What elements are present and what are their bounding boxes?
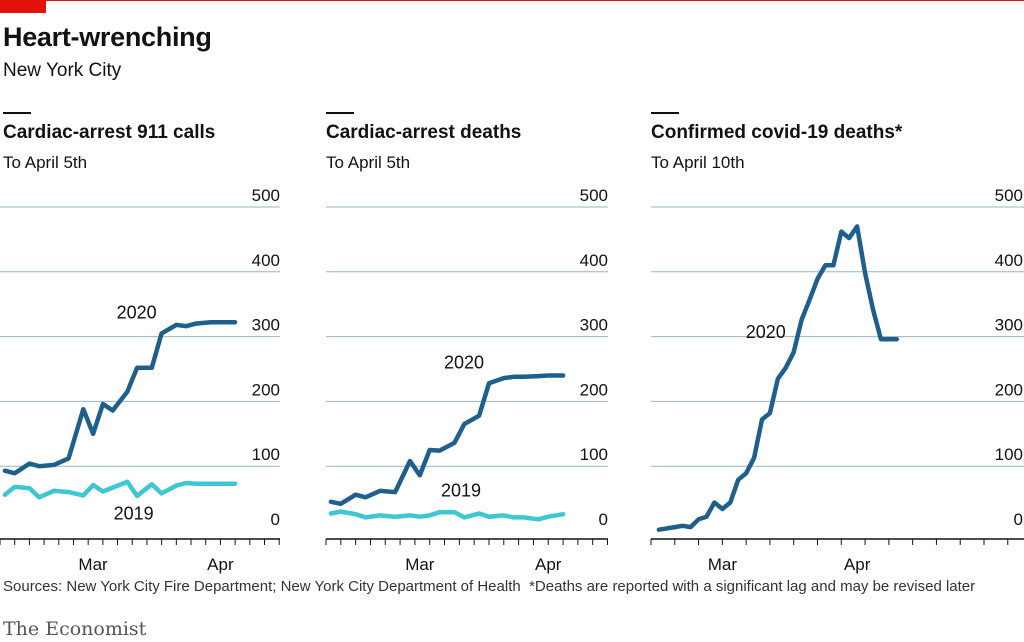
chart-svg: 0 100 200 300 400 500 Mar Apr 2020 2019	[325, 186, 609, 574]
y-tick-label: 200	[252, 380, 280, 399]
x-tick-label: Mar	[708, 555, 738, 574]
chart-svg: 0 100 200 300 400 500 Mar Apr 2020	[650, 186, 1024, 574]
x-tick-label: Apr	[535, 555, 562, 574]
panel-rule	[326, 112, 354, 114]
y-tick-label: 100	[995, 445, 1023, 464]
y-tick-label: 500	[580, 186, 608, 205]
series-label-2020: 2020	[444, 352, 484, 372]
series-label-2020: 2020	[117, 302, 157, 322]
x-tick-label: Apr	[844, 555, 871, 574]
y-tick-label: 300	[995, 316, 1023, 335]
x-tick-label: Mar	[78, 555, 108, 574]
publisher-logo: The Economist	[3, 618, 147, 640]
y-tick-label: 500	[252, 186, 280, 205]
y-tick-label: 100	[252, 445, 280, 464]
chart-subtitle: To April 10th	[651, 153, 745, 172]
chart-title: Confirmed covid-19 deaths*	[651, 122, 903, 143]
y-tick-label: 100	[580, 445, 608, 464]
series-line-2020	[2, 320, 238, 476]
chart-subtitle: To April 5th	[326, 153, 411, 172]
series-line-2020	[656, 224, 900, 532]
series-label-2019: 2019	[441, 481, 481, 501]
panel-rule	[651, 112, 679, 114]
chart-subtitle: To April 5th	[3, 153, 88, 172]
y-tick-label: 400	[580, 251, 608, 270]
note-text: *Deaths are reported with a significant …	[529, 578, 976, 595]
y-tick-label: 300	[580, 316, 608, 335]
headline: Heart-wrenching	[3, 22, 212, 52]
series-label-2019: 2019	[114, 503, 154, 523]
chart-panel-covid-deaths: Confirmed covid-19 deaths* To April 10th…	[650, 112, 1024, 574]
footnote: Sources: New York City Fire Department; …	[3, 578, 975, 595]
chart-panel-911-calls: Cardiac-arrest 911 calls To April 5th 0 1…	[0, 112, 343, 574]
panel-rule	[3, 112, 31, 114]
chart-panel-cardiac-deaths: Cardiac-arrest deaths To April 5th 0 100 2…	[325, 112, 666, 574]
series-label-2020: 2020	[746, 322, 786, 342]
series-line-2019	[328, 509, 566, 522]
y-tick-label: 0	[599, 510, 608, 529]
top-rule	[0, 0, 1024, 1]
x-tick-label: Apr	[207, 555, 234, 574]
series-line-2020	[328, 373, 566, 507]
y-tick-label: 0	[271, 510, 280, 529]
chart-svg: 0 100 200 300 400 500 Mar Apr 2020 2019	[0, 186, 280, 574]
y-tick-label: 200	[580, 380, 608, 399]
y-tick-label: 200	[995, 380, 1023, 399]
y-tick-label: 400	[995, 251, 1023, 270]
chart-title: Cardiac-arrest 911 calls	[3, 122, 216, 143]
y-tick-label: 500	[995, 186, 1023, 205]
series-line-2019	[2, 479, 238, 500]
sources-text: Sources: New York City Fire Department; …	[3, 578, 521, 595]
x-tick-label: Mar	[405, 555, 435, 574]
subheadline: New York City	[3, 60, 122, 81]
red-brand-tag	[0, 0, 46, 13]
y-tick-label: 0	[1014, 510, 1023, 529]
chart-title: Cardiac-arrest deaths	[326, 122, 522, 143]
y-tick-label: 400	[252, 251, 280, 270]
y-tick-label: 300	[252, 316, 280, 335]
